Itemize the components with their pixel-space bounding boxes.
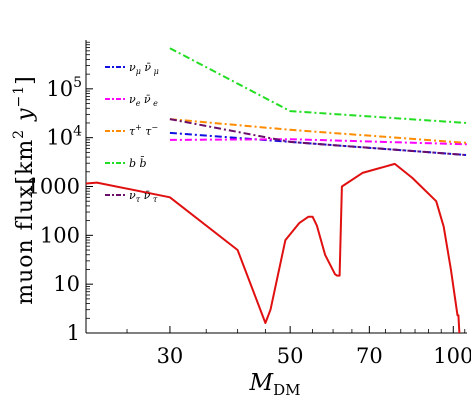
y-tick-label: 104 [46,124,82,150]
legend-label: νe ν̄ e [129,93,158,108]
red-flux-curve [86,162,461,333]
series-line-4 [169,118,468,157]
y-tick-label: 1 [67,321,80,345]
series-line-1 [169,138,468,146]
y-axis-label: muon flux[km2 y−1] [11,75,38,305]
axis-labels: MDM muon flux[km2 y−1] [11,75,300,399]
y-tick-label: 10 [53,272,80,296]
series-layer [86,47,468,333]
y-tick-label: 100 [40,223,80,247]
x-tick-label: 100 [433,344,471,368]
legend-label: νμ ν̄ μ [129,61,159,76]
legend-label: τ+ τ− [129,123,158,138]
plot-frame [85,40,467,334]
axis-ticks: 1 10 100 1000 104 105 30 50 70 100 [27,41,471,368]
legend-label: ντ ν̄ τ [129,189,158,204]
legend-label: b b̄ [129,157,147,170]
series-line-2 [169,118,468,144]
legend: νμ ν̄ μ νe ν̄ e τ+ τ− b b̄ ντ ν̄ τ [105,61,159,204]
x-tick-label: 30 [157,344,184,368]
x-tick-label: 50 [277,344,304,368]
y-tick-label: 105 [46,75,82,101]
x-tick-label: 70 [356,344,383,368]
series-line-3 [169,47,468,124]
y-tick-label: 1000 [27,175,80,199]
x-axis-label: MDM [249,370,301,399]
